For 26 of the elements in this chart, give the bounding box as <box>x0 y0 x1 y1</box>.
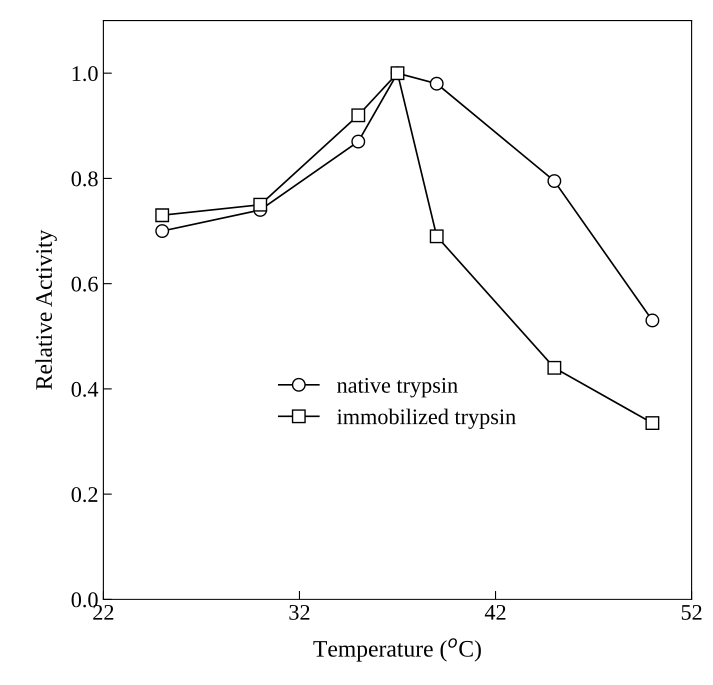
point <box>547 174 562 188</box>
x-tick-label: 22 <box>93 604 114 620</box>
point <box>430 76 444 91</box>
x-axis-title: Temperature ($^{o}$C) <box>313 638 481 662</box>
point <box>155 208 170 222</box>
point <box>351 108 366 122</box>
point <box>645 416 660 430</box>
point <box>155 224 170 238</box>
legend-label: immobilized trypsin <box>337 408 516 429</box>
point <box>645 314 660 328</box>
point <box>390 66 404 80</box>
x-tick-label: 52 <box>682 604 702 620</box>
point <box>351 134 366 149</box>
point <box>430 229 444 244</box>
y-tick-label: 0.0 <box>72 592 98 608</box>
y-tick-label: 0.2 <box>72 487 98 502</box>
legend-label: native trypsin <box>337 378 458 398</box>
y-tick-label: 0.6 <box>72 276 98 292</box>
x-tick-label: 32 <box>289 604 310 620</box>
point <box>547 360 562 375</box>
y-axis-title: Relative Activity <box>35 230 57 390</box>
y-tick-label: 1.0 <box>72 66 98 82</box>
x-tick-label: 42 <box>484 604 506 620</box>
y-tick-label: 0.4 <box>72 382 98 397</box>
y-tick-label: 0.8 <box>72 171 98 186</box>
point <box>253 198 268 212</box>
